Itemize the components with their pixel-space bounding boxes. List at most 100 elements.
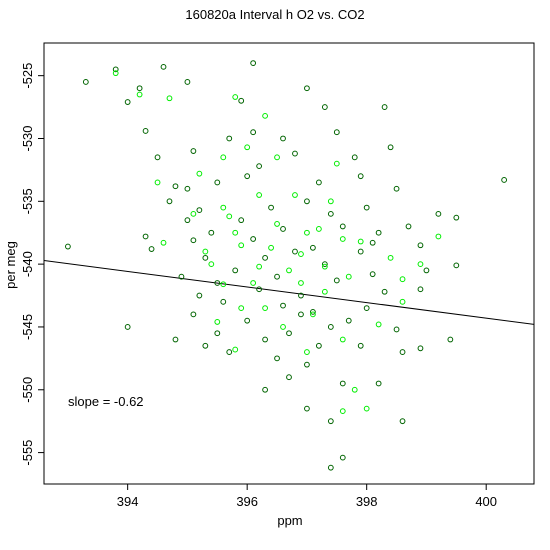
data-point: [250, 280, 257, 286]
data-point: [333, 277, 340, 284]
data-point: [262, 112, 268, 119]
data-point: [315, 226, 322, 232]
data-point: [274, 154, 280, 161]
data-point: [142, 233, 149, 240]
data-point: [214, 330, 221, 337]
data-point: [453, 214, 460, 221]
data-point: [256, 192, 263, 198]
data-point: [381, 288, 388, 295]
data-point: [232, 94, 239, 100]
x-tick-label: 400: [475, 494, 497, 509]
data-point: [208, 229, 215, 236]
data-point: [369, 271, 376, 278]
data-point: [214, 280, 221, 286]
data-point: [339, 408, 346, 415]
data-point: [238, 242, 245, 249]
data-point: [160, 63, 167, 70]
data-point: [304, 349, 310, 355]
data-point: [310, 311, 316, 318]
data-point: [387, 144, 394, 151]
regression-line: [44, 260, 534, 325]
data-point: [375, 229, 382, 236]
data-point: [357, 248, 364, 255]
data-point: [250, 60, 257, 67]
data-point: [399, 418, 406, 425]
chart-title: 160820a Interval h O2 vs. CO2: [185, 7, 364, 22]
data-point: [214, 179, 221, 186]
data-point: [142, 128, 149, 134]
data-point: [381, 104, 388, 110]
data-point: [304, 85, 310, 92]
data-point: [304, 198, 310, 205]
data-point: [82, 79, 89, 85]
data-point: [321, 288, 328, 295]
data-point: [166, 198, 173, 205]
data-point: [286, 267, 292, 274]
data-point: [292, 150, 298, 157]
data-point: [321, 104, 328, 110]
y-tick-label: -540: [20, 251, 35, 277]
data-point: [327, 324, 334, 330]
data-point: [136, 91, 143, 98]
data-point: [274, 355, 280, 362]
data-point: [196, 170, 203, 177]
x-tick-label: 394: [117, 494, 139, 509]
x-axis: 394 396 398 400: [117, 484, 497, 509]
data-point: [298, 280, 304, 286]
data-point: [112, 66, 119, 73]
data-point: [286, 374, 292, 381]
data-point: [184, 79, 191, 85]
data-point: [238, 97, 245, 104]
data-point: [250, 129, 257, 136]
data-point: [286, 330, 292, 337]
data-point: [357, 238, 364, 245]
data-point: [190, 148, 197, 154]
y-tick-label: -550: [20, 377, 35, 403]
y-tick-label: -525: [20, 63, 35, 89]
data-point: [190, 311, 197, 318]
data-point: [298, 292, 304, 299]
data-point: [363, 305, 370, 312]
data-point: [351, 154, 358, 161]
data-point: [298, 311, 304, 318]
data-point: [375, 380, 382, 387]
data-point: [268, 204, 274, 211]
data-point: [220, 204, 227, 211]
slope-annotation: slope = -0.62: [68, 394, 144, 409]
data-point: [333, 129, 340, 136]
data-point: [399, 276, 406, 283]
y-tick-label: -545: [20, 314, 35, 340]
data-point: [238, 305, 245, 312]
data-point: [136, 85, 143, 92]
data-point: [339, 336, 346, 343]
data-point: [262, 336, 268, 343]
data-point: [184, 217, 191, 224]
y-axis-title: per meg: [3, 241, 18, 289]
data-point: [202, 342, 209, 349]
data-point: [363, 204, 370, 211]
data-point: [220, 154, 227, 161]
data-point: [262, 386, 268, 393]
data-point: [220, 298, 227, 305]
data-point: [310, 244, 316, 251]
data-point: [435, 210, 442, 217]
y-tick-label: -530: [20, 125, 35, 151]
plot-frame: [43, 42, 535, 485]
data-point: [256, 263, 263, 270]
data-point: [250, 236, 257, 242]
data-point: [375, 321, 382, 328]
data-point: [423, 267, 430, 274]
data-point: [327, 210, 334, 217]
y-axis: -525 -530 -535 -540 -545 -550 -555: [20, 63, 44, 466]
data-point: [154, 179, 161, 186]
data-point: [172, 183, 179, 190]
data-point: [399, 349, 406, 355]
data-point: [351, 386, 358, 393]
data-point: [435, 233, 442, 240]
data-point: [369, 239, 376, 246]
data-point: [501, 177, 508, 183]
data-point: [256, 163, 263, 170]
y-tick-label: -555: [20, 440, 35, 466]
data-point: [154, 154, 161, 161]
